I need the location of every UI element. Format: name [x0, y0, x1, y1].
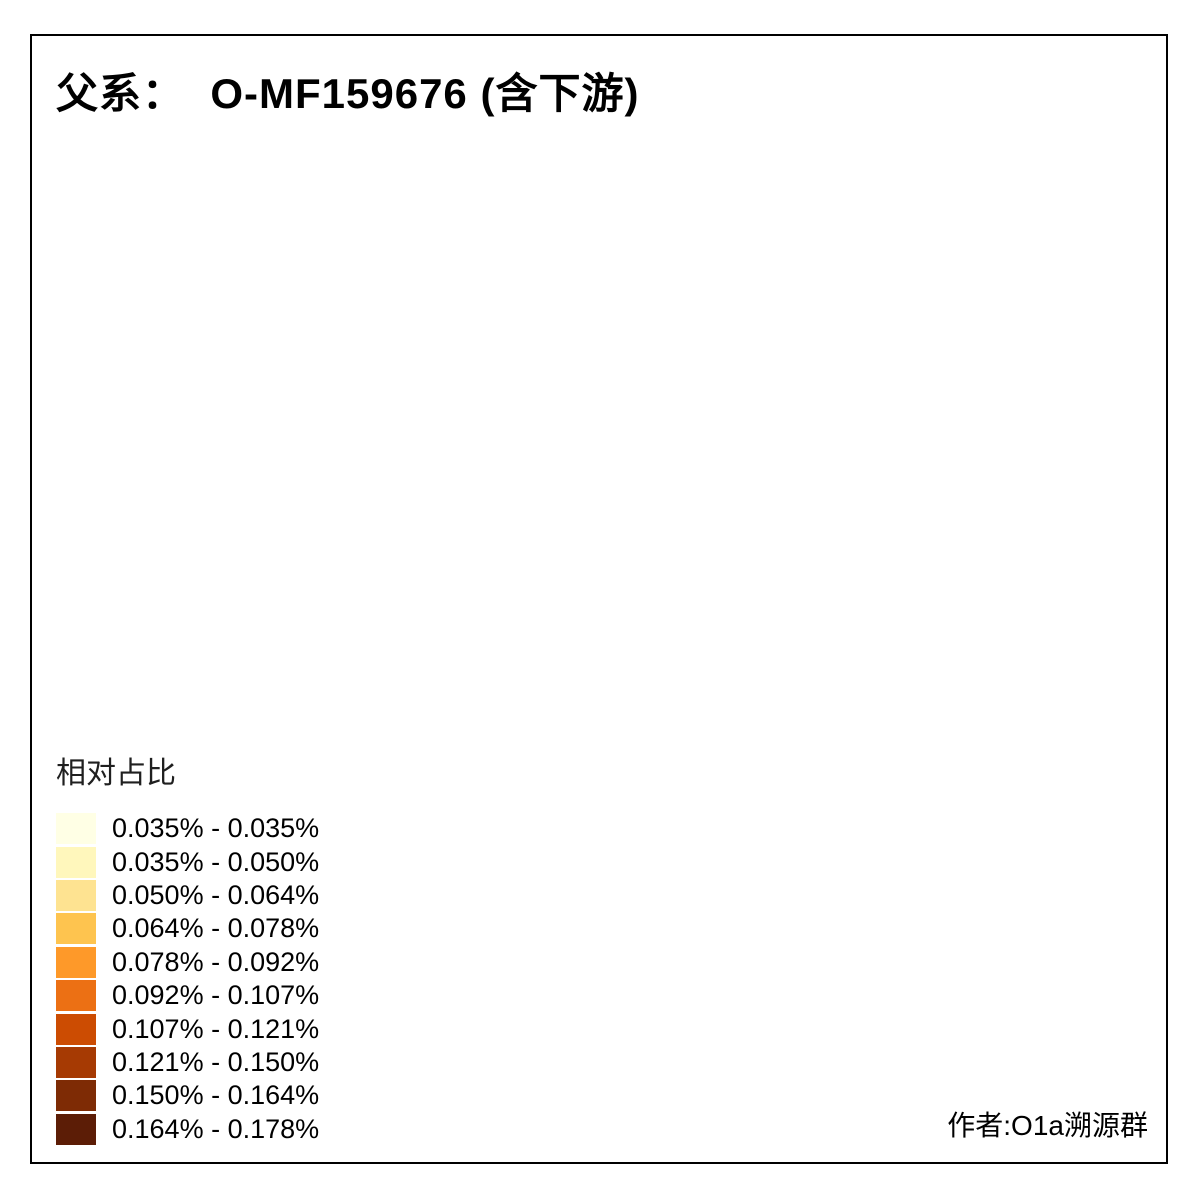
legend-row: 0.121% - 0.150%	[56, 1046, 319, 1079]
legend-title: 相对占比	[56, 757, 176, 790]
legend-swatch	[56, 813, 96, 845]
legend-swatch	[56, 980, 96, 1012]
legend-row: 0.050% - 0.064%	[56, 879, 319, 912]
legend-row: 0.035% - 0.035%	[56, 812, 319, 845]
legend-swatch	[56, 946, 96, 978]
legend-row: 0.035% - 0.050%	[56, 845, 319, 878]
author-credit: 作者:O1a溯源群	[947, 1110, 1148, 1141]
legend-label: 0.064% - 0.078%	[112, 913, 320, 944]
legend-label: 0.050% - 0.064%	[112, 879, 320, 910]
plot-frame	[30, 34, 1168, 1164]
legend-label: 0.107% - 0.121%	[112, 1013, 320, 1044]
legend-label: 0.092% - 0.107%	[112, 980, 320, 1011]
legend-label: 0.150% - 0.164%	[112, 1080, 320, 1111]
legend-swatch	[56, 1046, 96, 1078]
legend-row: 0.164% - 0.178%	[56, 1113, 319, 1146]
legend-label: 0.078% - 0.092%	[112, 946, 320, 977]
legend-rows: 0.035% - 0.035% 0.035% - 0.050% 0.050% - 0…	[56, 812, 319, 1146]
legend-row: 0.078% - 0.092%	[56, 946, 319, 979]
legend-row: 0.107% - 0.121%	[56, 1012, 319, 1045]
legend-label: 0.164% - 0.178%	[112, 1113, 320, 1144]
legend-label: 0.035% - 0.035%	[112, 813, 320, 844]
legend-swatch	[56, 1080, 96, 1112]
legend-swatch	[56, 846, 96, 878]
legend-label: 0.121% - 0.150%	[112, 1046, 320, 1077]
legend-row: 0.064% - 0.078%	[56, 912, 319, 945]
legend-row: 0.150% - 0.164%	[56, 1079, 319, 1112]
legend-swatch	[56, 1013, 96, 1045]
legend-row: 0.092% - 0.107%	[56, 979, 319, 1012]
legend: 相对占比 0.035% - 0.035% 0.035% - 0.050% 0.050…	[56, 748, 319, 1146]
legend-label: 0.035% - 0.050%	[112, 846, 320, 877]
legend-swatch	[56, 879, 96, 911]
legend-swatch	[56, 913, 96, 945]
page-title: 父系： O-MF159676 (含下游)	[56, 70, 640, 117]
legend-swatch	[56, 1113, 96, 1145]
